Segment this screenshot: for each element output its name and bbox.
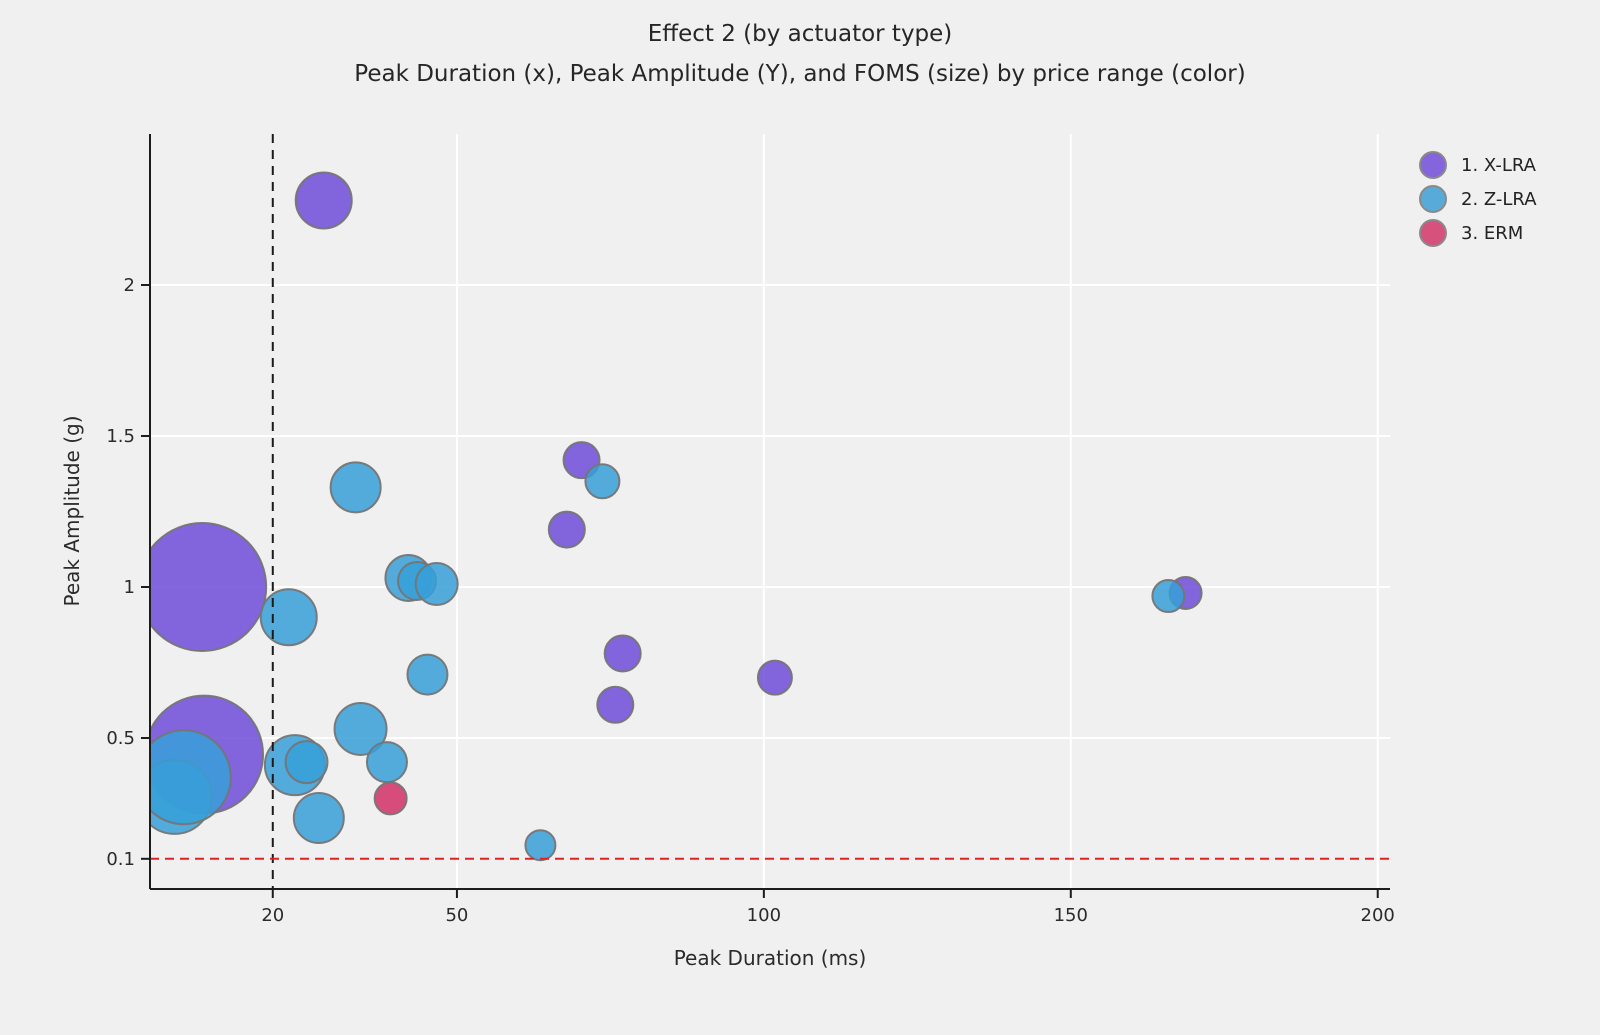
legend-label-x-lra: 1. X-LRA xyxy=(1461,154,1536,176)
bubble xyxy=(150,729,232,826)
bubble xyxy=(373,781,408,816)
bubble xyxy=(259,588,318,647)
series----x-lra xyxy=(150,171,1203,815)
x-tick-label: 150 xyxy=(1054,905,1088,926)
y-tick-label: 1.5 xyxy=(106,426,135,447)
bubble xyxy=(596,685,635,724)
series----erm xyxy=(373,781,408,816)
legend-swatch-x-lra-icon xyxy=(1419,151,1447,179)
bubble xyxy=(603,634,642,673)
legend-label-erm: 3. ERM xyxy=(1461,222,1524,244)
legend-label-z-lra: 2. Z-LRA xyxy=(1461,188,1537,210)
bubble xyxy=(584,463,621,500)
bubble xyxy=(333,701,388,756)
x-axis-label: Peak Duration (ms) xyxy=(673,946,867,970)
bubble xyxy=(329,461,382,514)
legend-swatch-erm-icon xyxy=(1419,219,1447,247)
bubble-series-group xyxy=(150,171,1203,862)
y-tick-label: 0.5 xyxy=(106,728,135,749)
bubble xyxy=(547,510,586,549)
bubble xyxy=(756,659,793,696)
bubble xyxy=(1151,579,1186,614)
bubble xyxy=(292,792,345,845)
y-tick-label: 1 xyxy=(124,577,135,598)
legend-item-z-lra: 2. Z-LRA xyxy=(1419,182,1537,216)
legend: 1. X-LRA 2. Z-LRA 3. ERM xyxy=(1419,148,1537,250)
y-tick-label: 2 xyxy=(124,275,135,296)
bubble xyxy=(365,741,408,784)
y-axis-label: Peak Amplitude (g) xyxy=(60,415,84,607)
gridlines xyxy=(150,134,1390,889)
chart-subtitle: Peak Duration (x), Peak Amplitude (Y), a… xyxy=(354,61,1246,87)
bubble xyxy=(414,561,459,606)
x-tick-label: 50 xyxy=(445,905,468,926)
bubble xyxy=(406,653,449,696)
legend-item-x-lra: 1. X-LRA xyxy=(1419,148,1537,182)
legend-swatch-z-lra-icon xyxy=(1419,185,1447,213)
legend-item-erm: 3. ERM xyxy=(1419,216,1537,250)
bubble xyxy=(294,171,353,230)
y-tick-label: 0.1 xyxy=(106,849,135,870)
x-tick-label: 200 xyxy=(1361,905,1395,926)
x-tick-label: 20 xyxy=(261,905,284,926)
bubble xyxy=(150,522,268,652)
series----z-lra xyxy=(150,461,1186,862)
bubble xyxy=(524,829,557,862)
chart-title: Effect 2 (by actuator type) xyxy=(647,21,953,47)
x-tick-label: 100 xyxy=(747,905,781,926)
bubble xyxy=(284,740,329,785)
